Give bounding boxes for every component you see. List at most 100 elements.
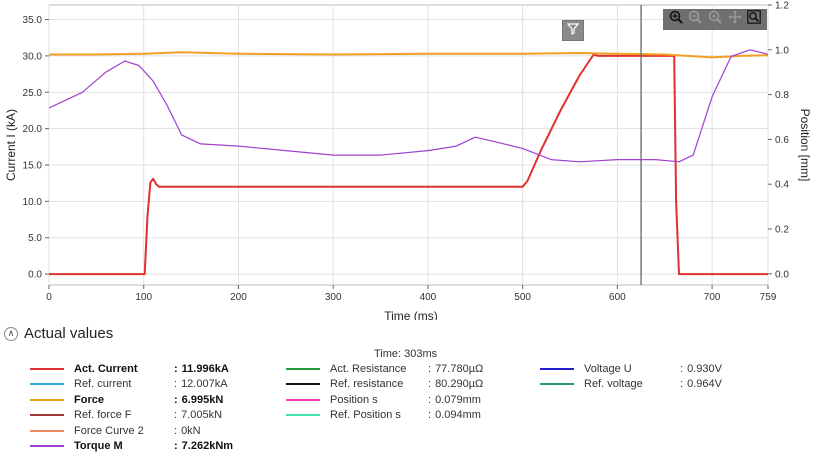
legend-item[interactable]: Ref. voltage:0.964V <box>540 377 722 393</box>
legend-item[interactable]: Position s:0.079mm <box>286 392 483 408</box>
legend-item[interactable]: Act. Current:11.996kA <box>30 361 233 377</box>
legend-swatch <box>286 383 320 386</box>
legend-item[interactable]: Voltage U:0.930V <box>540 361 722 377</box>
legend-value: 0.930V <box>687 362 722 375</box>
legend-name: Force Curve 2 <box>74 424 144 437</box>
zoom-in-button[interactable] <box>668 10 684 29</box>
legend-item[interactable]: Ref. Position s:0.094mm <box>286 408 483 424</box>
zoom-area-button[interactable] <box>746 10 762 29</box>
legend-value: 0.079mm <box>435 393 481 406</box>
actual-values-header[interactable]: ∧ Actual values <box>4 325 113 342</box>
legend-item[interactable]: Ref. resistance:80.290µΩ <box>286 377 483 393</box>
legend-value: 12.007kA <box>181 378 228 391</box>
time-readout: Time: 303ms <box>374 348 438 360</box>
chart[interactable]: 0 100 200 300 400 500 600 700 759 0.0 5.0 10.0 15.0 2… <box>0 0 818 321</box>
legend-separator: : <box>428 378 432 391</box>
legend-value: 77.780µΩ <box>435 362 484 375</box>
x-tick-label: 300 <box>325 292 342 303</box>
filter-button[interactable] <box>562 20 584 41</box>
series-layer <box>48 49 769 276</box>
legend-swatch <box>30 398 64 401</box>
x-tick-label: 600 <box>609 292 626 303</box>
legend-swatch <box>30 445 64 448</box>
legend-separator: : <box>428 409 432 422</box>
pan-button[interactable] <box>727 10 743 29</box>
legend-column-1: Act. Current:11.996kA Ref. current:12.007… <box>30 361 233 454</box>
zoom-area-icon <box>747 10 761 29</box>
zoom-reset-icon <box>708 10 722 29</box>
y-right-tick-label: 0.6 <box>775 135 789 146</box>
y-right-tick-label: 0.2 <box>775 225 789 236</box>
legend-item[interactable]: Act. Resistance:77.780µΩ <box>286 361 483 377</box>
legend-swatch <box>286 414 320 417</box>
y-left-tick-label: 15.0 <box>23 161 43 172</box>
zoom-in-icon <box>669 10 683 29</box>
legend-separator: : <box>680 378 684 391</box>
x-tick-label: 700 <box>704 292 721 303</box>
y-right-tick-label: 1.0 <box>775 45 789 56</box>
x-tick-label: 500 <box>514 292 531 303</box>
legend-name: Voltage U <box>584 362 632 375</box>
y-left-tick-label: 20.0 <box>23 124 43 135</box>
legend-value: 11.996kA <box>181 362 229 375</box>
y-left-tick-label: 30.0 <box>23 51 43 62</box>
y-left-tick-label: 35.0 <box>23 15 43 26</box>
x-tick-label: 0 <box>46 292 52 303</box>
legend-separator: : <box>174 378 178 391</box>
series-line-force <box>49 51 769 59</box>
legend-value: 7.262kNm <box>181 440 234 453</box>
legend-separator: : <box>680 362 684 375</box>
legend-swatch <box>540 383 574 386</box>
legend-value: 0.964V <box>687 378 722 391</box>
legend-separator: : <box>174 362 178 375</box>
legend-column-3: Voltage U:0.930V Ref. voltage:0.964V <box>540 361 722 392</box>
y-left-tick-label: 0.0 <box>28 270 42 281</box>
legend-item[interactable]: Force Curve 2:0kN <box>30 423 233 439</box>
legend-separator: : <box>174 409 178 422</box>
legend-separator: : <box>428 362 432 375</box>
legend-separator: : <box>174 393 178 406</box>
legend-swatch <box>30 414 64 417</box>
legend-swatch <box>30 383 64 386</box>
y-left-tick-label: 10.0 <box>23 197 43 208</box>
legend-item[interactable]: Ref. current:12.007kA <box>30 377 233 393</box>
legend-item[interactable]: Torque M:7.262kNm <box>30 439 233 455</box>
legend-item[interactable]: Ref. force F:7.005kN <box>30 408 233 424</box>
section-title: Actual values <box>24 325 114 342</box>
y-left-tick-label: 25.0 <box>23 88 43 99</box>
zoom-out-button[interactable] <box>687 10 703 29</box>
legend-value: 0kN <box>181 424 201 437</box>
x-axis-title: Time (ms) <box>384 309 438 320</box>
legend-item[interactable]: Force:6.995kN <box>30 392 233 408</box>
legend-name: Ref. current <box>74 378 132 391</box>
legend-name: Torque M <box>74 440 123 453</box>
legend-name: Ref. Position s <box>330 409 401 422</box>
y-right-tick-label: 1.2 <box>775 1 789 12</box>
chart-toolbar <box>663 9 767 30</box>
legend-separator: : <box>174 424 178 437</box>
x-tick-label: 100 <box>135 292 152 303</box>
plot-area[interactable] <box>48 4 769 286</box>
y-right-tick-label: 0.0 <box>775 269 789 280</box>
legend-name: Ref. voltage <box>584 378 643 391</box>
x-tick-label: 200 <box>230 292 247 303</box>
legend-name: Position s <box>330 393 378 406</box>
legend-value: 80.290µΩ <box>435 378 484 391</box>
chevron-up-icon[interactable]: ∧ <box>4 326 18 341</box>
legend-separator: : <box>428 393 432 406</box>
zoom-out-icon <box>688 10 703 29</box>
legend-name: Act. Resistance <box>330 362 407 375</box>
zoom-reset-button[interactable] <box>707 10 723 29</box>
x-tick-label: 400 <box>420 292 437 303</box>
legend-name: Force <box>74 393 104 406</box>
legend-swatch <box>540 367 574 370</box>
legend-swatch <box>286 398 320 401</box>
grid <box>48 5 769 285</box>
tick-labels: 0 100 200 300 400 500 600 700 759 0.0 5.0 10.0 15.0 2… <box>23 1 790 304</box>
legend-value: 6.995kN <box>181 393 224 406</box>
legend-value: 0.094mm <box>435 409 481 422</box>
x-tick-label: 759 <box>760 292 777 303</box>
legend-swatch <box>30 367 64 370</box>
y-left-tick-label: 5.0 <box>28 233 42 244</box>
pan-icon <box>728 10 742 29</box>
